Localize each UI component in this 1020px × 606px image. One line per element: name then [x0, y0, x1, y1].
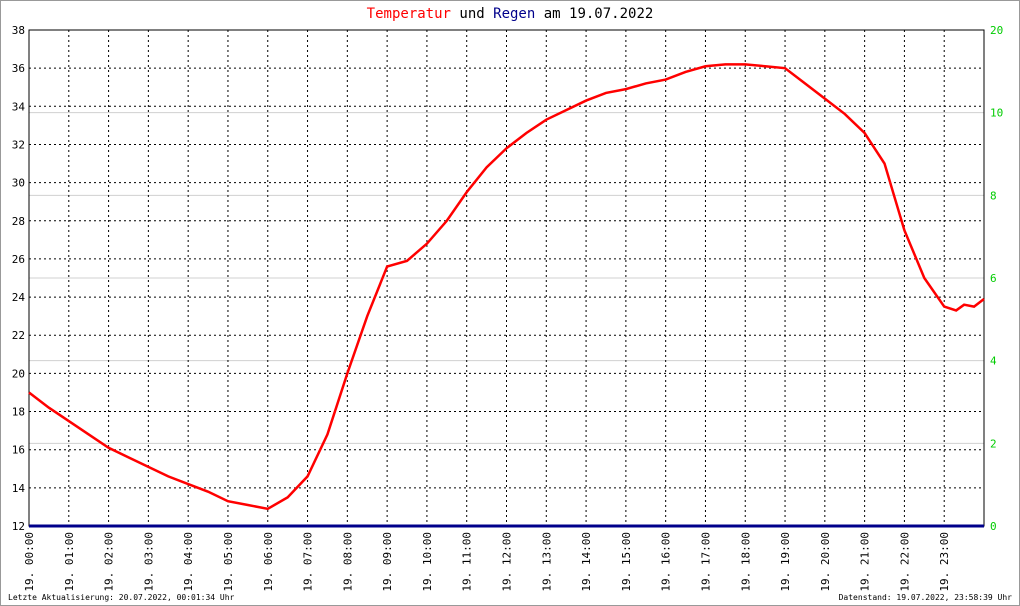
footer-left: Letzte Aktualisierung: 20.07.2022, 00:01… — [8, 593, 235, 602]
x-tick-label: 19. 18:00 — [739, 532, 752, 592]
title-part: und — [459, 6, 484, 22]
y-tick-label: 32 — [12, 138, 25, 151]
x-tick-label: 19. 23:00 — [938, 532, 951, 592]
x-tick-label: 19. 01:00 — [63, 532, 76, 592]
x-tick-label: 19. 15:00 — [620, 532, 633, 592]
x-tick-label: 19. 16:00 — [660, 532, 673, 592]
x-tick-label: 19. 11:00 — [461, 532, 474, 592]
y2-tick-label: 6 — [990, 272, 997, 285]
y-tick-label: 34 — [12, 100, 26, 113]
chart-title: Temperatur und Regen am 19.07.2022 — [367, 6, 654, 22]
x-tick-label: 19. 07:00 — [302, 532, 315, 592]
x-tick-label: 19. 04:00 — [182, 532, 195, 592]
y-tick-label: 22 — [12, 329, 25, 342]
y2-tick-label: 2 — [990, 437, 997, 450]
x-tick-label: 19. 22:00 — [898, 532, 911, 592]
y2-tick-label: 0 — [990, 520, 997, 533]
x-tick-label: 19. 12:00 — [501, 532, 514, 592]
x-tick-label: 19. 19:00 — [779, 532, 792, 592]
y-tick-label: 12 — [12, 520, 25, 533]
y2-tick-label: 20 — [990, 24, 1003, 37]
y-tick-label: 16 — [12, 444, 25, 457]
y-tick-label: 28 — [12, 215, 25, 228]
title-part: am 19.07.2022 — [544, 6, 654, 22]
title-part: Regen — [493, 6, 535, 22]
y2-tick-label: 10 — [990, 107, 1003, 120]
x-tick-label: 19. 02:00 — [103, 532, 116, 592]
y2-tick-label: 8 — [990, 189, 997, 202]
footer-right: Datenstand: 19.07.2022, 23:58:39 Uhr — [839, 593, 1013, 602]
x-tick-label: 19. 10:00 — [421, 532, 434, 592]
y-tick-label: 20 — [12, 367, 25, 380]
x-tick-label: 19. 05:00 — [222, 532, 235, 592]
x-tick-label: 19. 09:00 — [381, 532, 394, 592]
y-tick-label: 30 — [12, 177, 25, 190]
title-part: Temperatur — [367, 6, 451, 22]
x-tick-label: 19. 06:00 — [262, 532, 275, 592]
y2-tick-label: 4 — [990, 355, 997, 368]
x-tick-label: 19. 14:00 — [580, 532, 593, 592]
x-tick-label: 19. 20:00 — [819, 532, 832, 592]
x-tick-label: 19. 00:00 — [23, 532, 36, 592]
x-tick-label: 19. 03:00 — [142, 532, 155, 592]
y-tick-label: 38 — [12, 24, 25, 37]
y-tick-label: 24 — [12, 291, 26, 304]
y-tick-label: 26 — [12, 253, 25, 266]
y-tick-label: 14 — [12, 482, 26, 495]
line-series — [28, 63, 985, 511]
x-tick-label: 19. 17:00 — [699, 532, 712, 592]
x-tick-label: 19. 13:00 — [540, 532, 553, 592]
y-tick-label: 18 — [12, 406, 25, 419]
x-tick-label: 19. 08:00 — [341, 532, 354, 592]
x-tick-label: 19. 21:00 — [859, 532, 872, 592]
y-tick-label: 36 — [12, 62, 25, 75]
